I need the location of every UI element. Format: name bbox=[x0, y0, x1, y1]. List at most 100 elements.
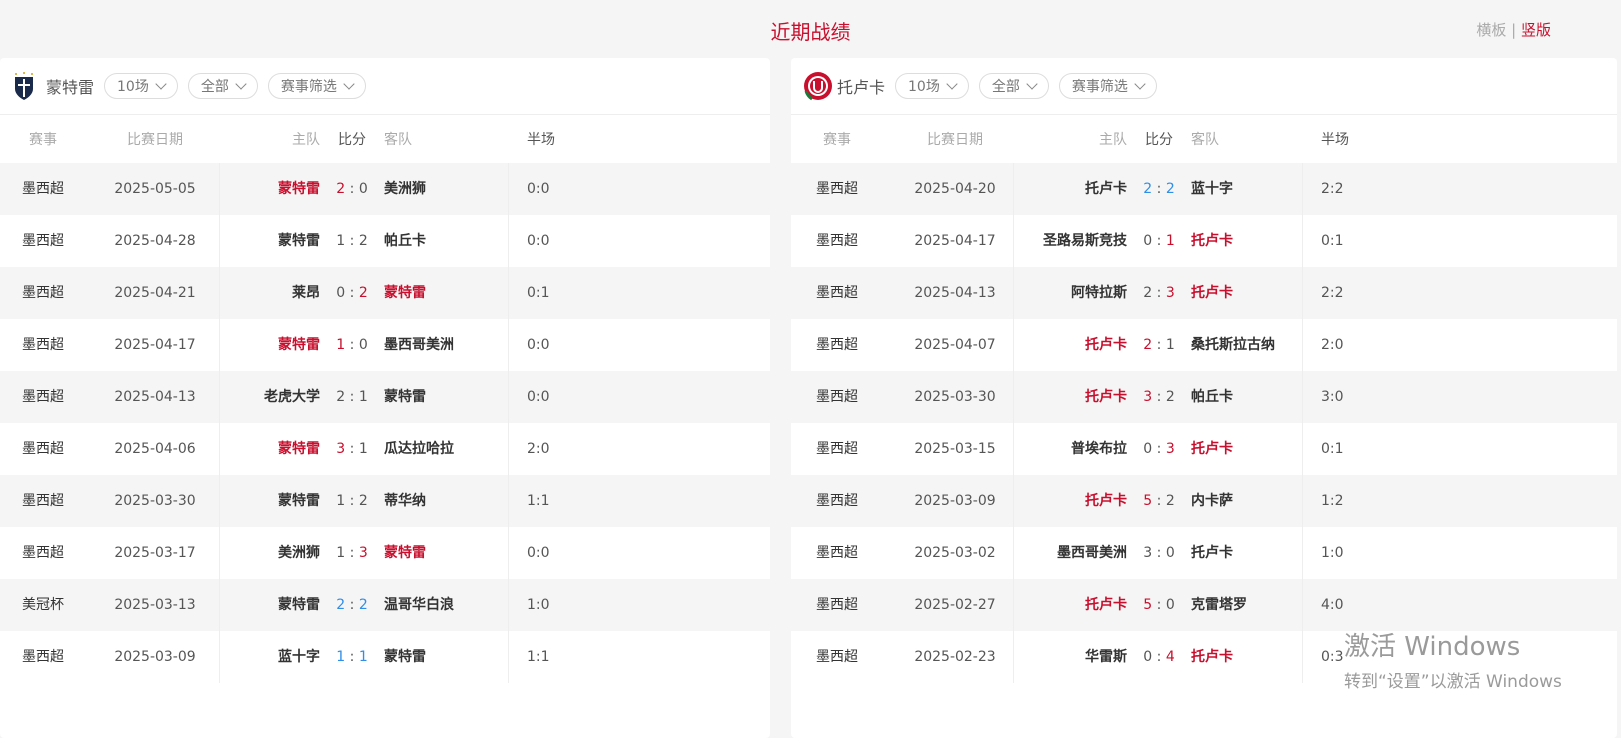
header-date: 比赛日期 bbox=[927, 132, 983, 148]
competition-filter[interactable]: 赛事筛选 bbox=[267, 73, 366, 99]
venue-filter[interactable]: 全部 bbox=[187, 73, 258, 99]
panel-header: 蒙特雷 10场 全部 赛事筛选 bbox=[0, 58, 770, 115]
match-row[interactable]: 墨西超 2025-02-23 华雷斯 0 : 4 托卢卡 0:3 bbox=[791, 631, 1617, 683]
home-team[interactable]: 托卢卡 bbox=[1085, 493, 1127, 509]
away-team[interactable]: 托卢卡 bbox=[1191, 285, 1233, 301]
away-team[interactable]: 墨西哥美洲 bbox=[384, 337, 454, 353]
away-team[interactable]: 美洲狮 bbox=[384, 181, 426, 197]
home-score: 1 bbox=[336, 649, 346, 665]
half-time-score: 0:0 bbox=[527, 545, 550, 561]
header-score: 比分 bbox=[338, 132, 366, 148]
away-team[interactable]: 托卢卡 bbox=[1191, 233, 1233, 249]
separator: | bbox=[1511, 21, 1517, 39]
home-score: 2 bbox=[336, 181, 346, 197]
match-row[interactable]: 墨西超 2025-04-06 蒙特雷 3 : 1 瓜达拉哈拉 2:0 bbox=[0, 423, 770, 475]
home-team[interactable]: 蒙特雷 bbox=[278, 233, 320, 249]
away-team[interactable]: 蓝十字 bbox=[1191, 181, 1233, 197]
horizontal-view-link[interactable]: 横板 bbox=[1476, 21, 1507, 39]
match-row[interactable]: 墨西超 2025-04-21 莱昂 0 : 2 蒙特雷 0:1 bbox=[0, 267, 770, 319]
away-score: 0 bbox=[1165, 597, 1175, 613]
home-team[interactable]: 阿特拉斯 bbox=[1071, 285, 1127, 301]
home-team[interactable]: 托卢卡 bbox=[1085, 389, 1127, 405]
competition: 墨西超 bbox=[816, 545, 858, 561]
away-score: 4 bbox=[1165, 649, 1175, 665]
away-team[interactable]: 克雷塔罗 bbox=[1191, 597, 1247, 613]
filter-label: 赛事筛选 bbox=[280, 79, 337, 95]
match-row[interactable]: 墨西超 2025-04-17 蒙特雷 1 : 0 墨西哥美洲 0:0 bbox=[0, 319, 770, 371]
home-team[interactable]: 托卢卡 bbox=[1085, 181, 1127, 197]
away-team[interactable]: 托卢卡 bbox=[1191, 545, 1233, 561]
match-row[interactable]: 美冠杯 2025-03-13 蒙特雷 2 : 2 温哥华白浪 1:0 bbox=[0, 579, 770, 631]
match-count-filter[interactable]: 10场 bbox=[895, 73, 969, 99]
match-row[interactable]: 墨西超 2025-03-17 美洲狮 1 : 3 蒙特雷 0:0 bbox=[0, 527, 770, 579]
match-row[interactable]: 墨西超 2025-03-02 墨西哥美洲 3 : 0 托卢卡 1:0 bbox=[791, 527, 1617, 579]
match-count-filter[interactable]: 10场 bbox=[104, 73, 178, 99]
away-team[interactable]: 蒙特雷 bbox=[384, 649, 426, 665]
home-team[interactable]: 莱昂 bbox=[292, 285, 320, 301]
venue-filter[interactable]: 全部 bbox=[978, 73, 1049, 99]
score: 0 : 3 bbox=[1143, 441, 1175, 457]
away-team[interactable]: 托卢卡 bbox=[1191, 649, 1233, 665]
home-team[interactable]: 托卢卡 bbox=[1085, 597, 1127, 613]
home-team[interactable]: 蒙特雷 bbox=[278, 441, 320, 457]
match-row[interactable]: 墨西超 2025-04-28 蒙特雷 1 : 2 帕丘卡 0:0 bbox=[0, 215, 770, 267]
match-row[interactable]: 墨西超 2025-05-05 蒙特雷 2 : 0 美洲狮 0:0 bbox=[0, 163, 770, 215]
competition: 墨西超 bbox=[816, 233, 858, 249]
half-time-score: 0:0 bbox=[527, 337, 550, 353]
home-team[interactable]: 蒙特雷 bbox=[278, 181, 320, 197]
away-team[interactable]: 托卢卡 bbox=[1191, 441, 1233, 457]
half-time-score: 3:0 bbox=[1321, 389, 1344, 405]
away-team[interactable]: 蒂华纳 bbox=[384, 493, 426, 509]
vertical-view-link[interactable]: 竖版 bbox=[1520, 21, 1551, 39]
home-score: 2 bbox=[336, 389, 346, 405]
home-team[interactable]: 墨西哥美洲 bbox=[1057, 545, 1127, 561]
home-score: 1 bbox=[336, 493, 346, 509]
home-score: 1 bbox=[336, 337, 346, 353]
away-team[interactable]: 内卡萨 bbox=[1191, 493, 1233, 509]
away-team[interactable]: 蒙特雷 bbox=[384, 545, 426, 561]
competition: 墨西超 bbox=[22, 337, 64, 353]
home-team[interactable]: 普埃布拉 bbox=[1071, 441, 1127, 457]
away-team[interactable]: 帕丘卡 bbox=[384, 233, 426, 249]
half-time-score: 0:0 bbox=[527, 181, 550, 197]
match-row[interactable]: 墨西超 2025-03-30 蒙特雷 1 : 2 蒂华纳 1:1 bbox=[0, 475, 770, 527]
watermark-subtitle: 转到“设置”以激活 Windows bbox=[1344, 672, 1562, 692]
home-score: 0 bbox=[1143, 441, 1153, 457]
score: 0 : 4 bbox=[1143, 649, 1175, 665]
match-row[interactable]: 墨西超 2025-03-09 托卢卡 5 : 2 内卡萨 1:2 bbox=[791, 475, 1617, 527]
match-date: 2025-03-30 bbox=[114, 493, 196, 509]
away-team[interactable]: 温哥华白浪 bbox=[384, 597, 454, 613]
home-team[interactable]: 蒙特雷 bbox=[278, 597, 320, 613]
match-row[interactable]: 墨西超 2025-04-13 阿特拉斯 2 : 3 托卢卡 2:2 bbox=[791, 267, 1617, 319]
match-row[interactable]: 墨西超 2025-04-20 托卢卡 2 : 2 蓝十字 2:2 bbox=[791, 163, 1617, 215]
home-team[interactable]: 蓝十字 bbox=[278, 649, 320, 665]
competition: 墨西超 bbox=[22, 233, 64, 249]
match-row[interactable]: 墨西超 2025-04-13 老虎大学 2 : 1 蒙特雷 0:0 bbox=[0, 371, 770, 423]
away-team[interactable]: 帕丘卡 bbox=[1191, 389, 1233, 405]
away-team[interactable]: 瓜达拉哈拉 bbox=[384, 441, 454, 457]
home-team[interactable]: 蒙特雷 bbox=[278, 337, 320, 353]
competition-filter[interactable]: 赛事筛选 bbox=[1058, 73, 1157, 99]
home-team[interactable]: 美洲狮 bbox=[278, 545, 320, 561]
home-team[interactable]: 圣路易斯竞技 bbox=[1043, 233, 1127, 249]
match-row[interactable]: 墨西超 2025-04-17 圣路易斯竞技 0 : 1 托卢卡 0:1 bbox=[791, 215, 1617, 267]
away-team[interactable]: 蒙特雷 bbox=[384, 285, 426, 301]
home-team[interactable]: 老虎大学 bbox=[264, 389, 320, 405]
half-time-score: 1:1 bbox=[527, 649, 550, 665]
home-team[interactable]: 托卢卡 bbox=[1085, 337, 1127, 353]
half-time-score: 0:1 bbox=[1321, 233, 1344, 249]
home-score: 0 bbox=[336, 285, 346, 301]
match-row[interactable]: 墨西超 2025-04-07 托卢卡 2 : 1 桑托斯拉古纳 2:0 bbox=[791, 319, 1617, 371]
home-team[interactable]: 蒙特雷 bbox=[278, 493, 320, 509]
away-team[interactable]: 蒙特雷 bbox=[384, 389, 426, 405]
match-row[interactable]: 墨西超 2025-03-30 托卢卡 3 : 2 帕丘卡 3:0 bbox=[791, 371, 1617, 423]
score: 3 : 1 bbox=[336, 441, 368, 457]
score: 1 : 2 bbox=[336, 493, 368, 509]
match-row[interactable]: 墨西超 2025-02-27 托卢卡 5 : 0 克雷塔罗 4:0 bbox=[791, 579, 1617, 631]
match-row[interactable]: 墨西超 2025-03-09 蓝十字 1 : 1 蒙特雷 1:1 bbox=[0, 631, 770, 683]
away-team[interactable]: 桑托斯拉古纳 bbox=[1191, 337, 1275, 353]
match-row[interactable]: 墨西超 2025-03-15 普埃布拉 0 : 3 托卢卡 0:1 bbox=[791, 423, 1617, 475]
home-team[interactable]: 华雷斯 bbox=[1085, 649, 1127, 665]
away-score: 2 bbox=[358, 285, 368, 301]
team-name: 蒙特雷 bbox=[46, 78, 95, 97]
